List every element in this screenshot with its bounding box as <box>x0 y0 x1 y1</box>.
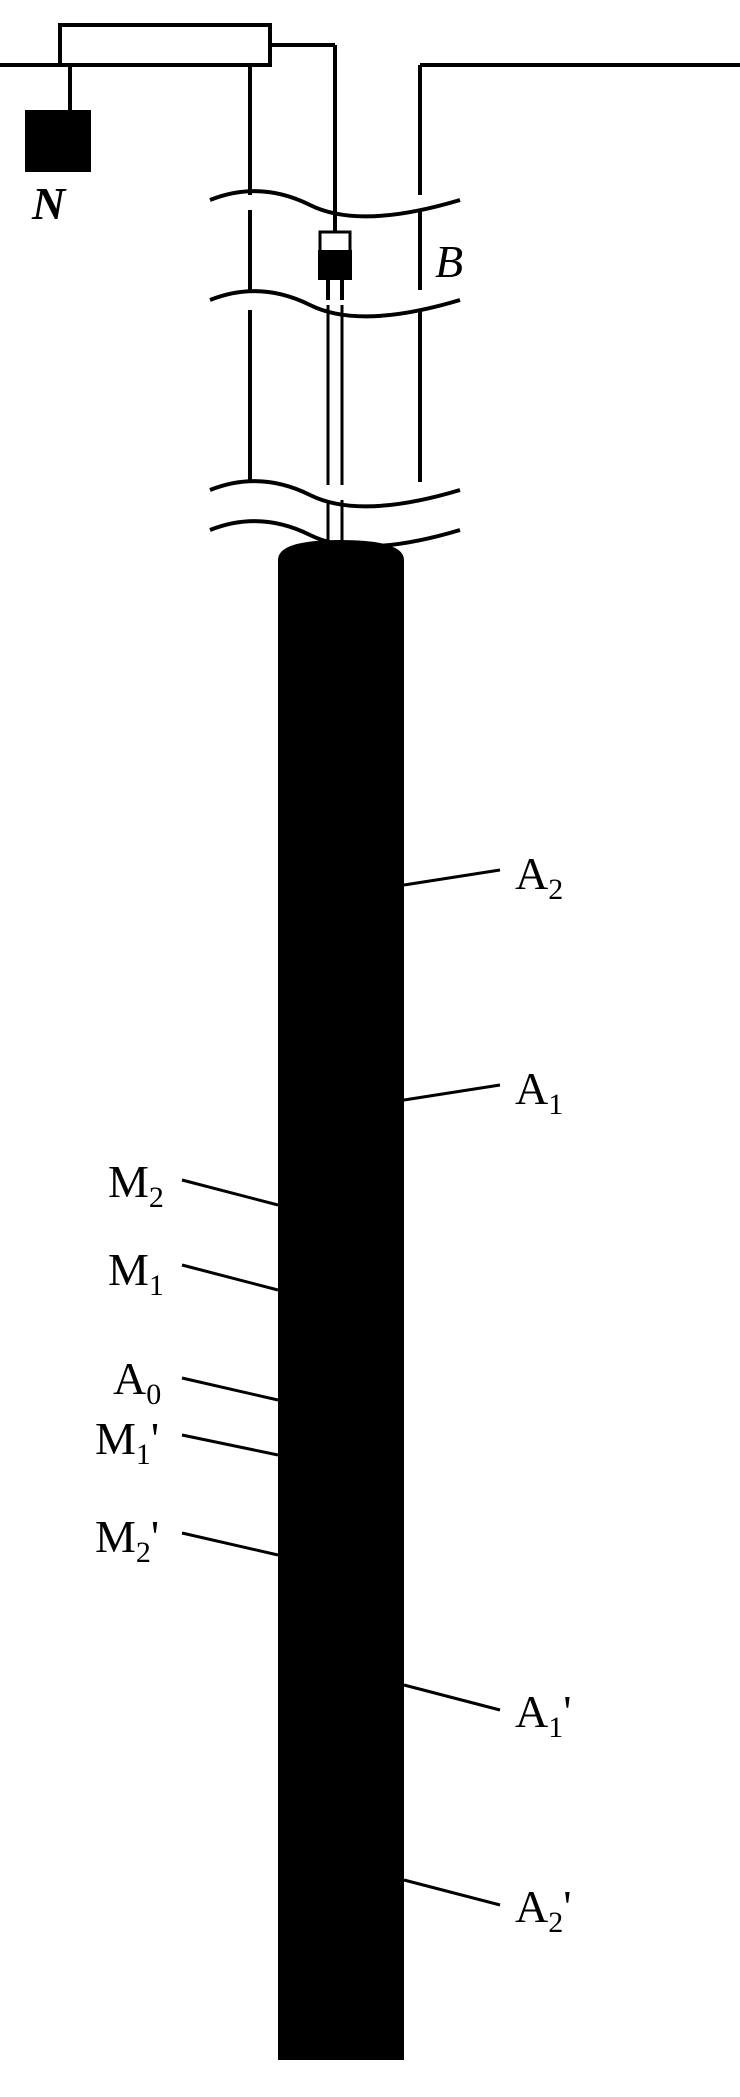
label-N: N <box>32 177 65 230</box>
label-A2: A2 <box>515 847 563 907</box>
label-A1-prime: A1' <box>515 1685 572 1745</box>
label-A0: A0 <box>113 1352 161 1412</box>
diagram-svg <box>0 0 740 2097</box>
label-M1-prime: M1' <box>95 1412 159 1472</box>
label-M1: M1 <box>108 1243 164 1303</box>
label-A1: A1 <box>515 1062 563 1122</box>
label-B: B <box>435 235 463 288</box>
label-M2: M2 <box>108 1155 164 1215</box>
label-M2-prime: M2' <box>95 1510 159 1570</box>
label-A2-prime: A2' <box>515 1880 572 1940</box>
